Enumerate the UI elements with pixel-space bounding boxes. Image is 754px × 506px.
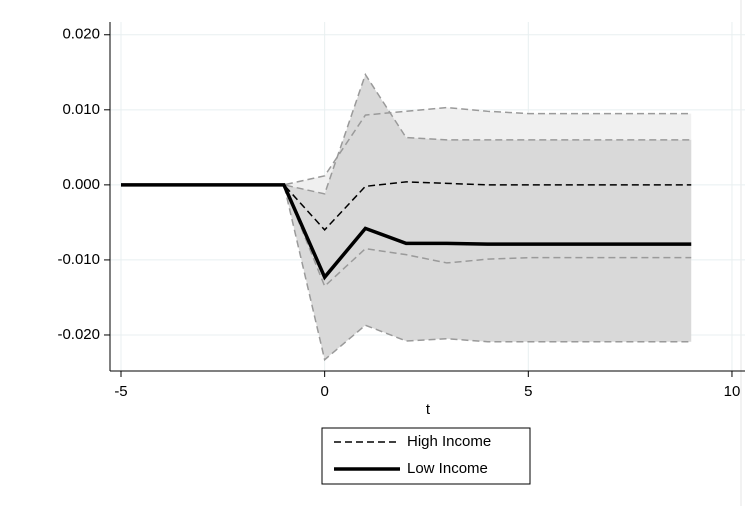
legend-label: Low Income xyxy=(407,460,488,477)
series-line xyxy=(120,181,692,232)
x-tick-label: -5 xyxy=(114,383,127,400)
y-tick-label: -0.020 xyxy=(57,326,100,343)
x-axis-label: t xyxy=(426,401,431,418)
x-tick-label: 5 xyxy=(524,383,532,400)
series-line xyxy=(120,183,692,281)
y-tick-label: 0.000 xyxy=(62,176,100,193)
legend-label: High Income xyxy=(407,433,491,450)
y-tick-label: -0.010 xyxy=(57,251,100,268)
y-tick-label: 0.010 xyxy=(62,101,100,118)
band-edge xyxy=(120,184,692,288)
band-edge xyxy=(120,184,692,362)
legend xyxy=(321,427,531,485)
x-tick-label: 10 xyxy=(724,383,741,400)
band-edge xyxy=(120,72,692,195)
confidence-band xyxy=(120,74,692,360)
y-tick-label: 0.020 xyxy=(62,26,100,43)
x-tick-label: 0 xyxy=(320,383,328,400)
band-edge xyxy=(120,106,692,186)
